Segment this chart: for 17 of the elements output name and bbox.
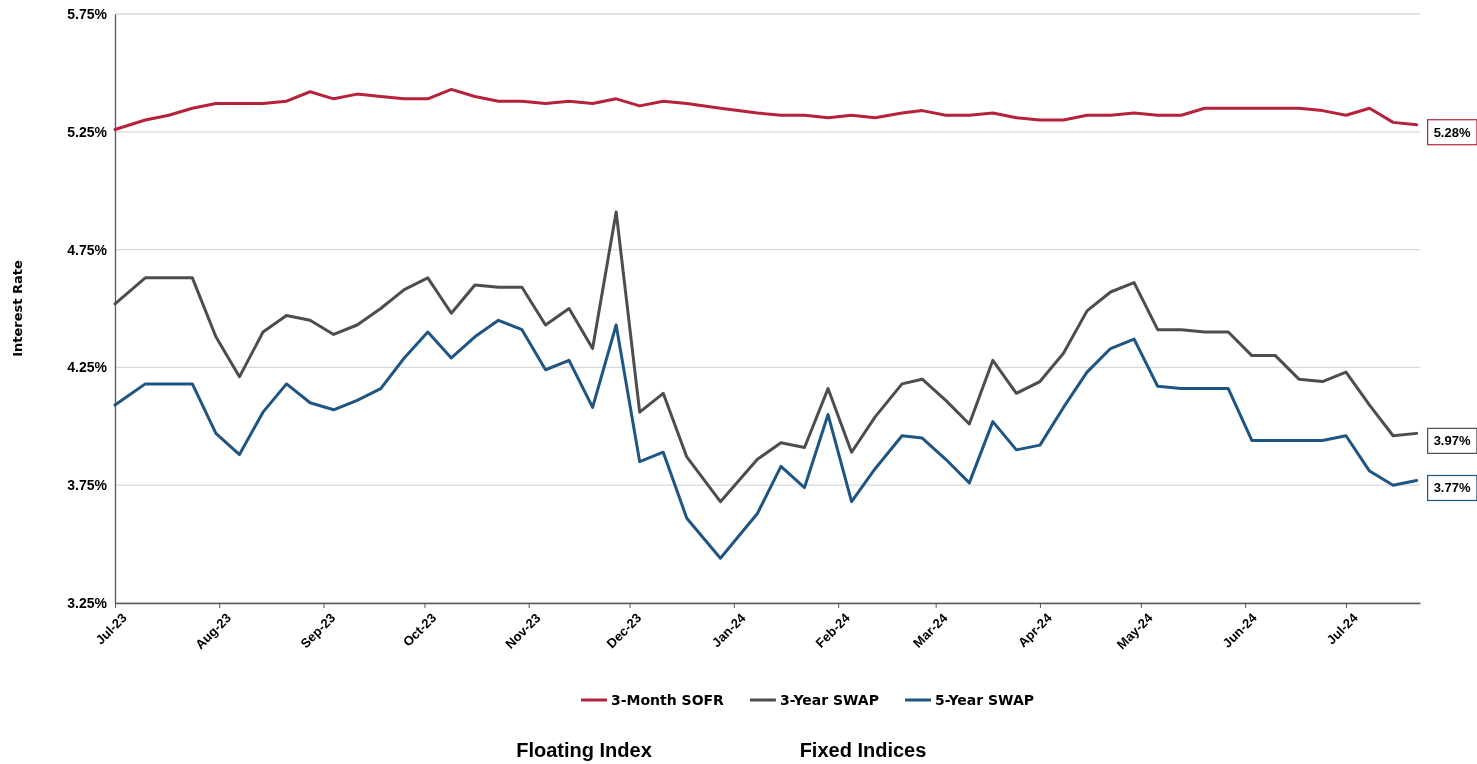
y-tick-label: 3.75%: [67, 477, 108, 494]
line-series: [113, 87, 1419, 131]
y-axis-title: Interest Rate: [10, 260, 25, 357]
data-label: 3.97%: [1433, 433, 1471, 449]
y-tick-label: 5.25%: [67, 123, 108, 140]
legend-label: 3-Month SOFR: [610, 692, 725, 708]
y-tick-label: 5.75%: [67, 5, 108, 22]
line-series: [113, 318, 1419, 560]
text: Floating Index: [516, 739, 652, 761]
data-label: 5.28%: [1433, 124, 1471, 140]
y-tick-label: 3.25%: [67, 594, 108, 611]
text: Fixed Indices: [799, 739, 927, 761]
legend-label: 5-Year SWAP: [934, 692, 1035, 708]
y-tick-label: 4.75%: [67, 241, 108, 258]
data-label: 3.77%: [1433, 480, 1471, 496]
y-tick-label: 4.25%: [67, 359, 108, 376]
legend-label: 3-Year SWAP: [779, 692, 879, 708]
